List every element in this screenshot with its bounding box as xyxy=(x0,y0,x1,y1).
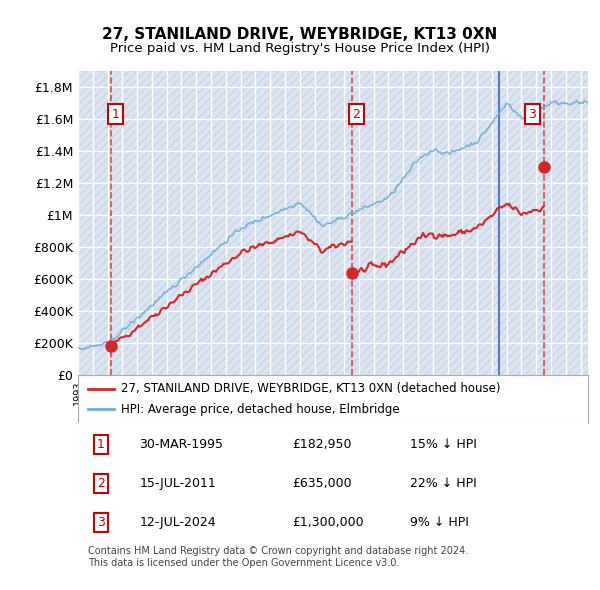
Text: 12-JUL-2024: 12-JUL-2024 xyxy=(139,516,216,529)
Text: Contains HM Land Registry data © Crown copyright and database right 2024.
This d: Contains HM Land Registry data © Crown c… xyxy=(88,546,469,568)
Text: 22% ↓ HPI: 22% ↓ HPI xyxy=(409,477,476,490)
Text: HPI: Average price, detached house, Elmbridge: HPI: Average price, detached house, Elmb… xyxy=(121,403,400,416)
Text: 15% ↓ HPI: 15% ↓ HPI xyxy=(409,438,476,451)
Text: 27, STANILAND DRIVE, WEYBRIDGE, KT13 0XN: 27, STANILAND DRIVE, WEYBRIDGE, KT13 0XN xyxy=(103,27,497,41)
Text: 1: 1 xyxy=(112,107,119,120)
Text: Price paid vs. HM Land Registry's House Price Index (HPI): Price paid vs. HM Land Registry's House … xyxy=(110,42,490,55)
Text: 2: 2 xyxy=(97,477,105,490)
Text: 30-MAR-1995: 30-MAR-1995 xyxy=(139,438,223,451)
Text: 15-JUL-2011: 15-JUL-2011 xyxy=(139,477,216,490)
Text: 1: 1 xyxy=(97,438,105,451)
Text: £182,950: £182,950 xyxy=(292,438,352,451)
Text: 27, STANILAND DRIVE, WEYBRIDGE, KT13 0XN (detached house): 27, STANILAND DRIVE, WEYBRIDGE, KT13 0XN… xyxy=(121,382,501,395)
Text: £1,300,000: £1,300,000 xyxy=(292,516,364,529)
Text: 2: 2 xyxy=(353,107,361,120)
Text: 3: 3 xyxy=(529,107,536,120)
Text: 9% ↓ HPI: 9% ↓ HPI xyxy=(409,516,469,529)
Text: 3: 3 xyxy=(97,516,105,529)
Text: £635,000: £635,000 xyxy=(292,477,352,490)
